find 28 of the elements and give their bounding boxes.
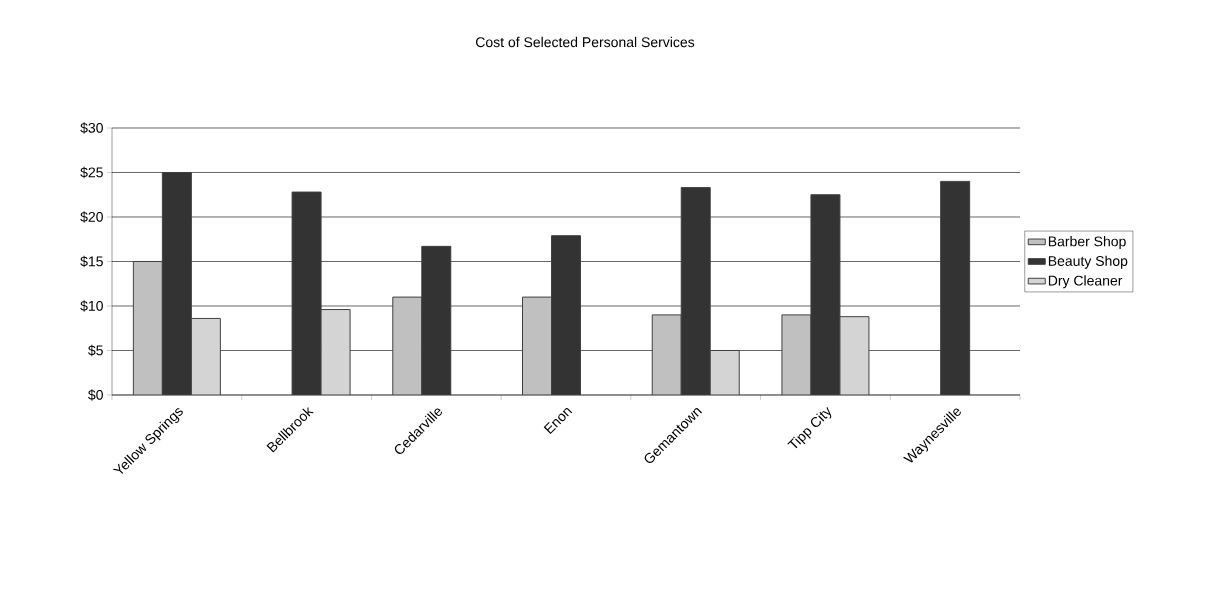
y-tick-label: $15: [80, 255, 103, 268]
bar: [190, 317, 221, 395]
bar: [161, 171, 192, 395]
x-tick-label: Tipp City: [787, 406, 832, 449]
bar: [132, 260, 163, 395]
bar: [810, 194, 841, 395]
bar: [709, 349, 740, 395]
y-tick-label: $20: [80, 211, 103, 223]
legend-label: Barber Shop: [1048, 236, 1126, 250]
bar: [551, 235, 582, 395]
bar: [421, 245, 452, 395]
bar: [651, 314, 682, 395]
legend-label: Dry Cleaner: [1048, 275, 1123, 289]
bar: [839, 316, 870, 395]
y-tick-label: $0: [88, 389, 103, 401]
bar: [392, 296, 423, 395]
bar: [320, 309, 351, 395]
bar: [680, 187, 711, 395]
chart-title: Cost of Selected Personal Services: [476, 36, 695, 48]
bar: [291, 191, 322, 395]
y-tick-label: $30: [80, 122, 103, 134]
legend-label: Beauty Shop: [1048, 255, 1128, 269]
y-tick-label: $10: [80, 300, 103, 312]
bar: [940, 180, 971, 395]
y-tick-label: $25: [80, 166, 103, 179]
bar: [781, 314, 812, 395]
y-tick-label: $5: [88, 344, 103, 357]
bar: [522, 296, 553, 395]
